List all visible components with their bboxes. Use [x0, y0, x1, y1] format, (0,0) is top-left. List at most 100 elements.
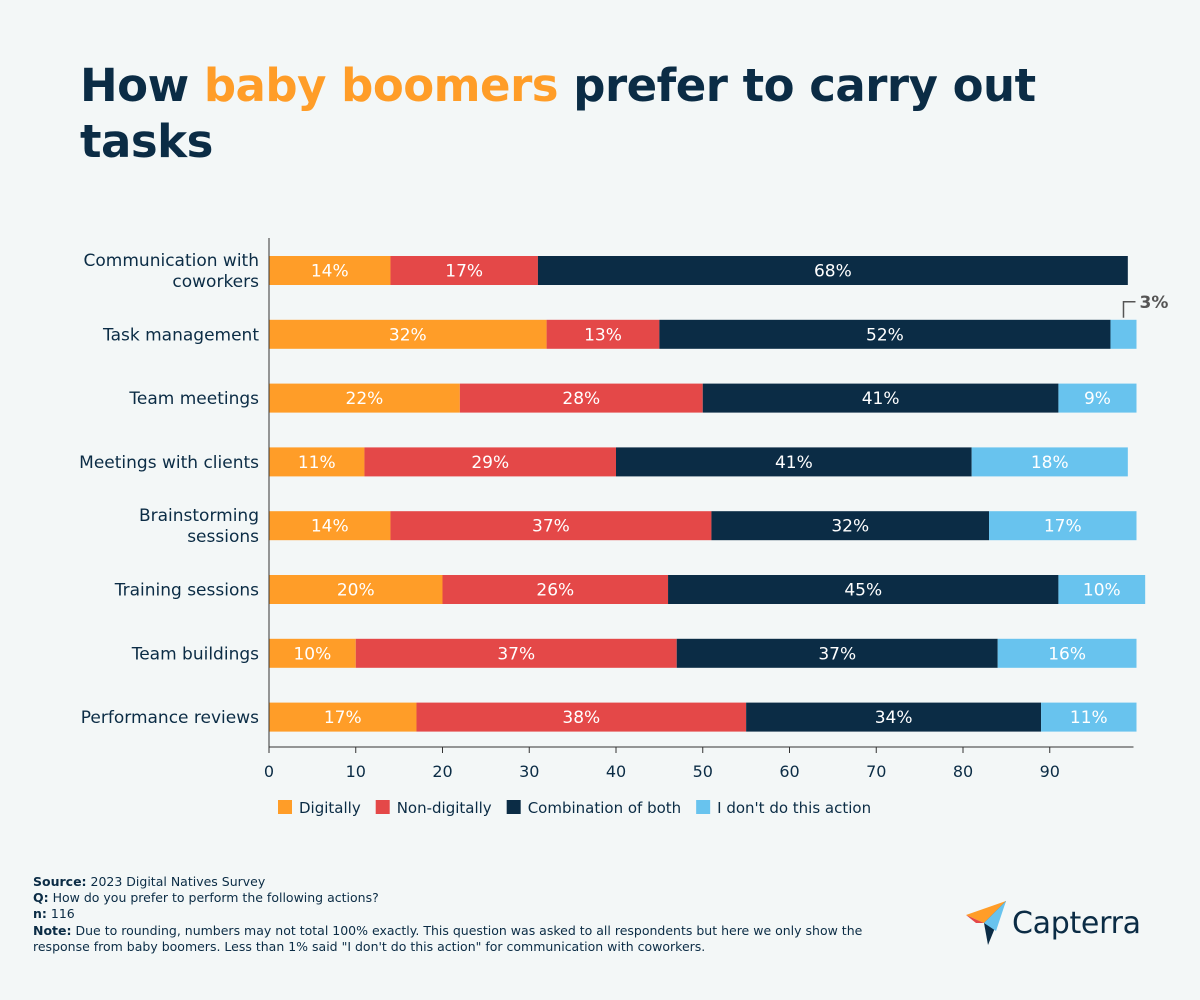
bar-segment [702, 383, 1059, 413]
x-tick-label: 80 [953, 762, 973, 781]
data-label: 41% [775, 453, 813, 473]
bar-segment [971, 447, 1128, 477]
bar-segment [269, 575, 443, 604]
legend-swatch [278, 800, 292, 814]
legend-label: Non-digitally [397, 799, 492, 817]
legend-swatch [696, 800, 711, 814]
x-tick-label: 70 [866, 762, 886, 781]
legend-label: I don't do this action [717, 799, 871, 817]
chart-title: How baby boomers prefer to carry out tas… [80, 58, 1080, 170]
x-tick-label: 40 [606, 762, 626, 781]
bar-segment [269, 638, 356, 668]
x-tick-label: 30 [519, 762, 539, 781]
data-label: 68% [814, 262, 852, 282]
legend-label: Combination of both [528, 799, 681, 817]
x-tick-label: 10 [346, 762, 366, 781]
category-label: Team buildings [131, 644, 259, 664]
data-label: 41% [862, 389, 900, 409]
x-tick-label: 20 [432, 762, 452, 781]
category-label: coworkers [172, 272, 259, 292]
bar-segment [537, 256, 1128, 285]
x-tick-label: 50 [693, 762, 713, 781]
footer-notes: Source: 2023 Digital Natives Survey Q: H… [33, 874, 913, 955]
data-label: 20% [337, 581, 375, 601]
legend-swatch [506, 800, 521, 814]
bar-segment [746, 702, 1042, 732]
category-label: Meetings with clients [79, 453, 259, 473]
bar-segment [668, 575, 1059, 604]
data-label: 17% [445, 262, 483, 282]
data-label: 9% [1084, 389, 1111, 409]
bar-segment [1041, 702, 1137, 732]
data-label: 11% [1070, 708, 1108, 728]
bar-segment [269, 256, 391, 285]
bar-segment [997, 638, 1137, 668]
bar-segment [355, 638, 677, 668]
x-tick-label: 0 [264, 762, 274, 781]
data-label: 22% [346, 389, 384, 409]
note-line: Note: Due to rounding, numbers may not t… [33, 922, 863, 954]
bar-segment [711, 511, 990, 541]
source-line: Source: 2023 Digital Natives Survey [33, 874, 266, 889]
data-label: 32% [831, 517, 869, 537]
data-label: 10% [293, 644, 331, 664]
data-label: 10% [1083, 581, 1121, 601]
capterra-logo: Capterra [966, 900, 1141, 946]
data-label: 37% [497, 644, 535, 664]
legend-swatch [375, 800, 390, 814]
data-label: 32% [389, 325, 427, 345]
data-label: 14% [311, 517, 349, 537]
data-label: 17% [324, 708, 362, 728]
category-label: sessions [187, 527, 259, 547]
data-label: 34% [875, 708, 913, 728]
bar-segment [676, 638, 998, 668]
capterra-arrow-icon [966, 901, 1006, 945]
legend-label: Digitally [299, 799, 361, 817]
category-label: Team meetings [128, 389, 259, 409]
data-label: 45% [844, 581, 882, 601]
bar-segment [1058, 383, 1137, 413]
bar-segment [546, 319, 660, 349]
data-label: 11% [298, 453, 336, 473]
bar-segment [989, 511, 1137, 541]
question-line: Q: How do you prefer to perform the foll… [33, 890, 379, 906]
x-tick-label: 60 [779, 762, 799, 781]
x-tick-label: 90 [1040, 762, 1060, 781]
bar-segment [442, 575, 669, 604]
data-label: 14% [311, 262, 349, 282]
data-label: 28% [562, 389, 600, 409]
data-label: 37% [532, 517, 570, 537]
callout-label: 3% [1139, 293, 1168, 313]
bar-segment [364, 447, 616, 477]
category-label: Communication with [84, 251, 259, 271]
category-label: Training sessions [114, 581, 259, 601]
bar-segment [269, 319, 547, 349]
category-label: Task management [102, 325, 259, 345]
bar-segment [459, 383, 703, 413]
bar-segment [390, 256, 538, 285]
title-suffix: prefer to carry out tasks [80, 59, 1036, 168]
data-label: 13% [584, 325, 622, 345]
data-label: 38% [562, 708, 600, 728]
callout-line [1122, 301, 1136, 318]
sample-size-line: n: 116 [33, 906, 75, 922]
data-label: 29% [471, 453, 509, 473]
bar-segment [269, 447, 365, 477]
bar-segment [269, 383, 460, 413]
title-prefix: How [80, 59, 204, 112]
data-label: 52% [866, 325, 904, 345]
data-label: 26% [536, 581, 574, 601]
bar-segment [269, 702, 417, 732]
category-label: Performance reviews [81, 708, 259, 728]
bar-segment [1110, 319, 1137, 349]
data-label: 17% [1044, 517, 1082, 537]
bar-segment [390, 511, 712, 541]
bar-segment [416, 702, 747, 732]
title-highlight: baby boomers [203, 59, 559, 112]
category-label: Brainstorming [139, 506, 259, 526]
bar-segment [269, 511, 391, 541]
bar-segment [659, 319, 1111, 349]
data-label: 37% [818, 644, 856, 664]
data-label: 16% [1048, 644, 1086, 664]
